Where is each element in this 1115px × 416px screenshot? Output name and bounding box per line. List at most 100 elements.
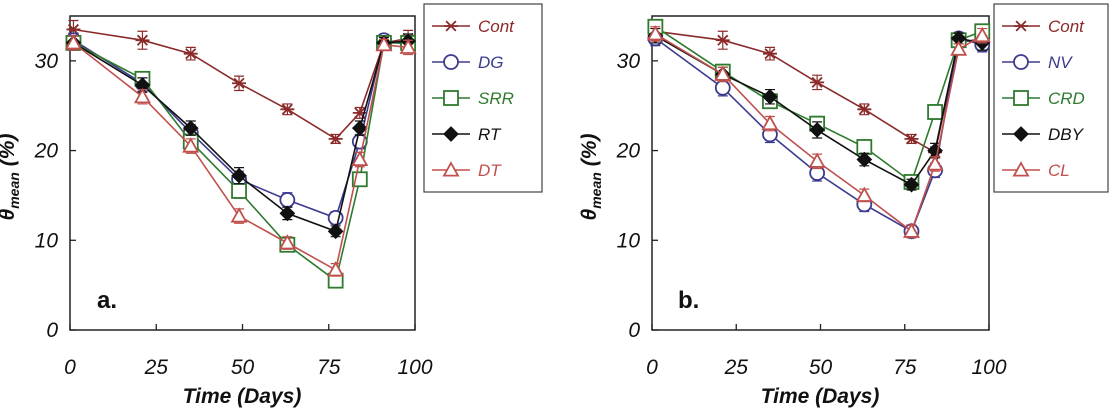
series-group-a <box>64 19 417 289</box>
legend-label-srr: SRR <box>478 89 514 108</box>
x-axis-title-a: Time (Days) <box>183 385 302 408</box>
data-point-cont <box>810 76 825 88</box>
data-point-cont <box>280 103 295 115</box>
legend-marker-rt <box>443 126 459 142</box>
x-tick-label: 25 <box>144 356 169 379</box>
y-axis-title-a-unit: (%) <box>0 134 19 167</box>
data-point-dt <box>64 34 82 50</box>
y-tick-label: 20 <box>616 140 641 163</box>
data-point-rt <box>351 120 368 136</box>
data-point-dt <box>133 87 151 104</box>
x-tick-label: 100 <box>397 356 432 379</box>
panel-label-a: a. <box>97 287 117 314</box>
legend-marker-dg <box>443 54 459 70</box>
data-point-cl <box>761 114 779 131</box>
legend-label-dg: DG <box>478 53 504 72</box>
legend-item-dg: DG <box>432 53 504 72</box>
legend-a-items: Cont DG SRR RT DT <box>432 17 515 180</box>
y-tick-label: 0 <box>628 319 640 342</box>
y-axis-title-b-main: θ <box>578 208 601 220</box>
legend-item-srr: SRR <box>432 89 514 108</box>
data-point-cont <box>183 48 198 60</box>
series-cl <box>646 25 991 239</box>
legend-marker-cont <box>444 20 458 32</box>
legend-label-crd: CRD <box>1048 89 1085 108</box>
data-point-cont <box>232 77 247 89</box>
data-point-dt <box>327 261 345 277</box>
legend-item-dby: DBY <box>1002 125 1085 144</box>
y-tick-label: 10 <box>35 229 59 252</box>
legend-item-cl: CL <box>1002 161 1070 180</box>
data-point-cl <box>646 25 664 41</box>
data-point-dt <box>375 35 393 52</box>
legend-b: Cont NV CRD DBY CL <box>993 3 1109 193</box>
data-point-dt <box>351 150 369 167</box>
data-point-nv <box>714 79 731 96</box>
data-point-dt <box>278 234 296 250</box>
data-point-dt <box>399 38 417 54</box>
data-point-cont <box>328 133 343 145</box>
y-tick-label: 30 <box>617 50 641 73</box>
data-point-cl <box>926 155 944 171</box>
data-point-dby <box>762 88 778 105</box>
data-point-dby <box>856 151 873 168</box>
y-tick-label: 30 <box>35 50 59 73</box>
x-tick-label: 25 <box>724 356 749 379</box>
y-axis-title-b: θmean (%) <box>578 134 604 221</box>
y-axis-title-b-unit: (%) <box>578 134 601 167</box>
legend-label-cont: Cont <box>478 17 515 36</box>
legend-label-rt: RT <box>478 125 502 144</box>
series-dt <box>64 34 417 277</box>
data-point-cl <box>855 186 873 202</box>
data-point-cont <box>857 103 872 115</box>
y-tick-label: 20 <box>34 140 59 163</box>
panel-label-b: b. <box>678 287 699 314</box>
x-tick-label: 50 <box>231 356 255 379</box>
panel-b: θmean (%) Time (Days) b. 0 25 50 75 100 0 10 20 3… <box>578 3 1109 408</box>
data-point-rt <box>182 120 199 136</box>
data-point-crd <box>927 104 943 120</box>
data-point-cont <box>762 48 777 60</box>
y-axis-title-a-sub: mean <box>6 172 22 209</box>
x-tick-label: 75 <box>893 356 917 379</box>
legend-item-dt: DT <box>432 161 502 180</box>
legend-label-dby: DBY <box>1048 125 1085 144</box>
legend-marker-cont <box>1014 20 1028 32</box>
legend-marker-nv <box>1013 54 1029 70</box>
y-tick-label: 10 <box>617 229 641 252</box>
data-point-cont <box>904 133 919 145</box>
data-point-dby <box>903 176 920 193</box>
legend-a: Cont DG SRR RT DT <box>423 3 543 193</box>
legend-b-items: Cont NV CRD DBY CL <box>1002 17 1085 180</box>
x-tick-label: 0 <box>64 356 76 379</box>
x-tick-label: 50 <box>809 356 833 379</box>
legend-marker-dt <box>442 161 460 177</box>
data-point-rt <box>279 205 296 222</box>
data-point-cont <box>135 34 150 46</box>
x-tick-label: 100 <box>971 356 1006 379</box>
legend-marker-crd <box>1013 90 1029 106</box>
y-axis-title-a: θmean (%) <box>0 134 22 221</box>
legend-marker-srr <box>443 90 459 106</box>
data-point-cl <box>714 65 732 81</box>
data-point-cl <box>902 222 921 238</box>
data-point-rt <box>231 167 247 184</box>
data-point-cont <box>715 34 730 46</box>
legend-item-rt: RT <box>432 125 502 144</box>
legend-item-crd: CRD <box>1002 89 1085 108</box>
legend-item-nv: NV <box>1002 53 1073 72</box>
legend-label-cont: Cont <box>1048 17 1085 36</box>
data-point-srr <box>231 183 247 199</box>
data-point-dt <box>182 137 200 153</box>
ticks-a: 0 25 50 75 100 0 10 20 30 <box>34 50 433 379</box>
y-tick-label: 0 <box>46 319 58 342</box>
x-tick-label: 0 <box>646 356 658 379</box>
x-axis-title-b: Time (Days) <box>761 385 880 408</box>
legend-item-cont: Cont <box>1002 17 1085 36</box>
legend-label-dt: DT <box>478 161 502 180</box>
legend-label-nv: NV <box>1048 53 1073 72</box>
y-axis-title-b-sub: mean <box>588 172 604 209</box>
ticks-b: 0 25 50 75 100 0 10 20 30 <box>616 50 1007 379</box>
